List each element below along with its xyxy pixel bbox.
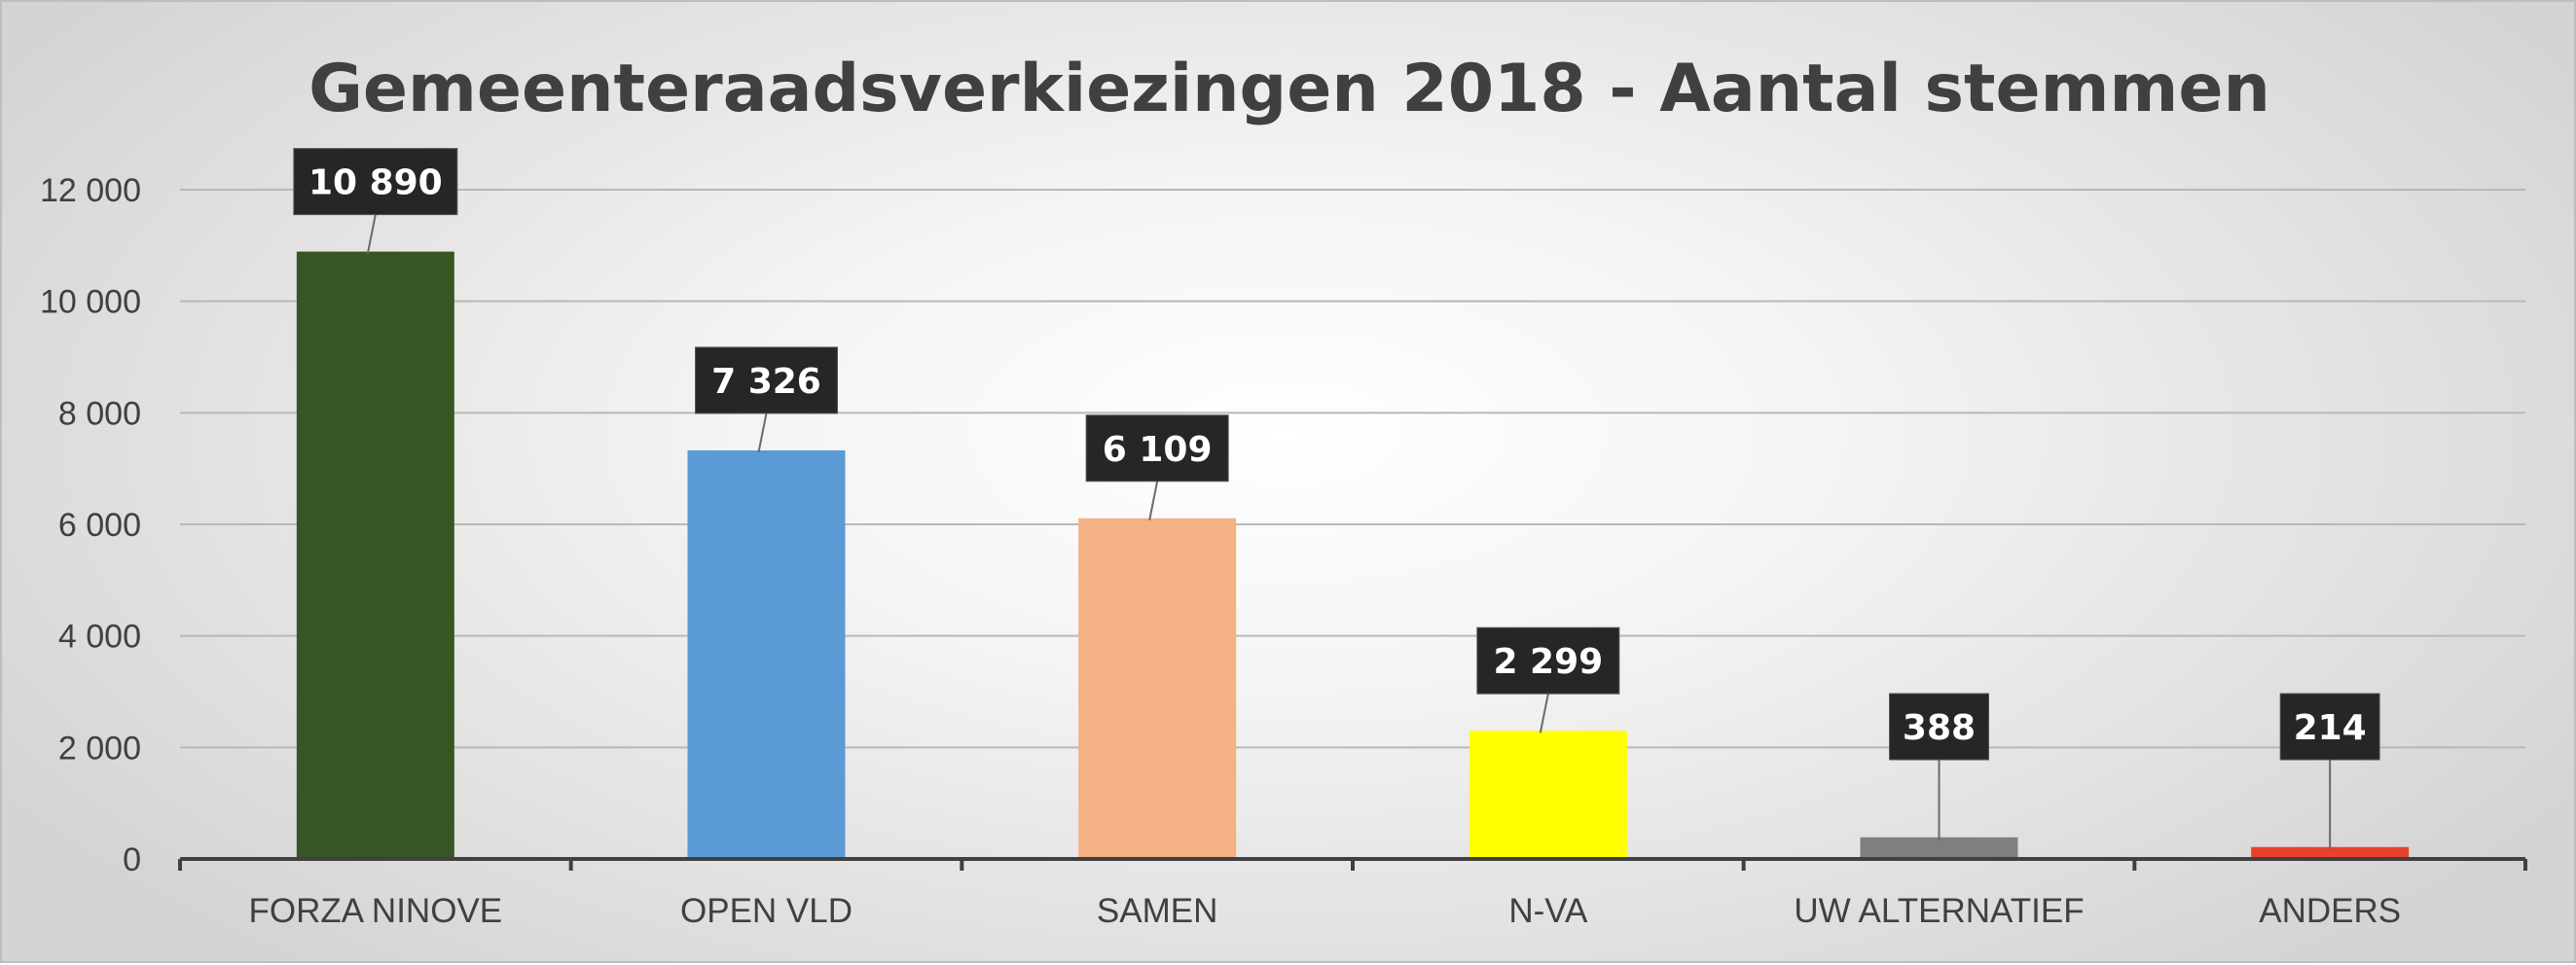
data-label: 10 890 — [308, 163, 443, 203]
x-tick-label: FORZA NINOVE — [249, 892, 503, 930]
data-label-box — [1476, 626, 1620, 695]
data-label-box — [695, 346, 838, 414]
x-axis-tick-labels: FORZA NINOVE OPEN VLD SAMEN N-VA UW ALTERNAT… — [249, 892, 2402, 930]
data-label: 388 — [1903, 708, 1976, 748]
gridlines — [180, 189, 2525, 749]
bar — [1078, 518, 1237, 859]
data-label: 7 326 — [711, 362, 821, 402]
y-tick-label: 8 000 — [58, 395, 141, 432]
y-tick-label: 12 000 — [40, 172, 141, 209]
data-label: 214 — [2294, 708, 2367, 748]
y-tick-label: 10 000 — [40, 284, 141, 321]
data-label: 6 109 — [1103, 430, 1213, 470]
y-axis-tick-labels: 0 2 000 4 000 6 000 8 000 10 000 12 000 — [40, 172, 141, 878]
data-label-leader — [1539, 693, 1549, 733]
x-tick-label: UW ALTERNATIEF — [1794, 892, 2084, 930]
x-tick-label: OPEN VLD — [680, 892, 853, 930]
data-label-box — [2279, 693, 2380, 761]
bar — [687, 449, 846, 859]
data-label-leader — [366, 214, 377, 254]
bars — [296, 251, 2410, 859]
y-tick-label: 0 — [123, 841, 141, 878]
data-label-box — [1889, 693, 1989, 761]
x-tick-label: SAMEN — [1097, 892, 1217, 930]
x-tick-label: ANDERS — [2259, 892, 2401, 930]
data-label-leader — [1148, 481, 1159, 520]
x-axis — [178, 857, 2527, 871]
y-tick-label: 4 000 — [58, 619, 141, 656]
data-label: 2 299 — [1493, 642, 1603, 682]
data-label-leader — [757, 412, 768, 453]
y-tick-label: 2 000 — [58, 730, 141, 767]
y-tick-label: 6 000 — [58, 507, 141, 544]
data-labels: 10 890 7 326 6 109 2 299 388 214 — [293, 148, 2380, 850]
data-label-box — [293, 148, 458, 216]
data-label-box — [1085, 414, 1229, 482]
x-tick-label: N-VA — [1508, 892, 1588, 930]
bar — [1860, 837, 2018, 859]
chart-title: Gemeenteraadsverkiezingen 2018 - Aantal … — [308, 51, 2270, 127]
bar — [2251, 846, 2410, 859]
bar — [1469, 731, 1627, 859]
bar — [296, 251, 454, 859]
